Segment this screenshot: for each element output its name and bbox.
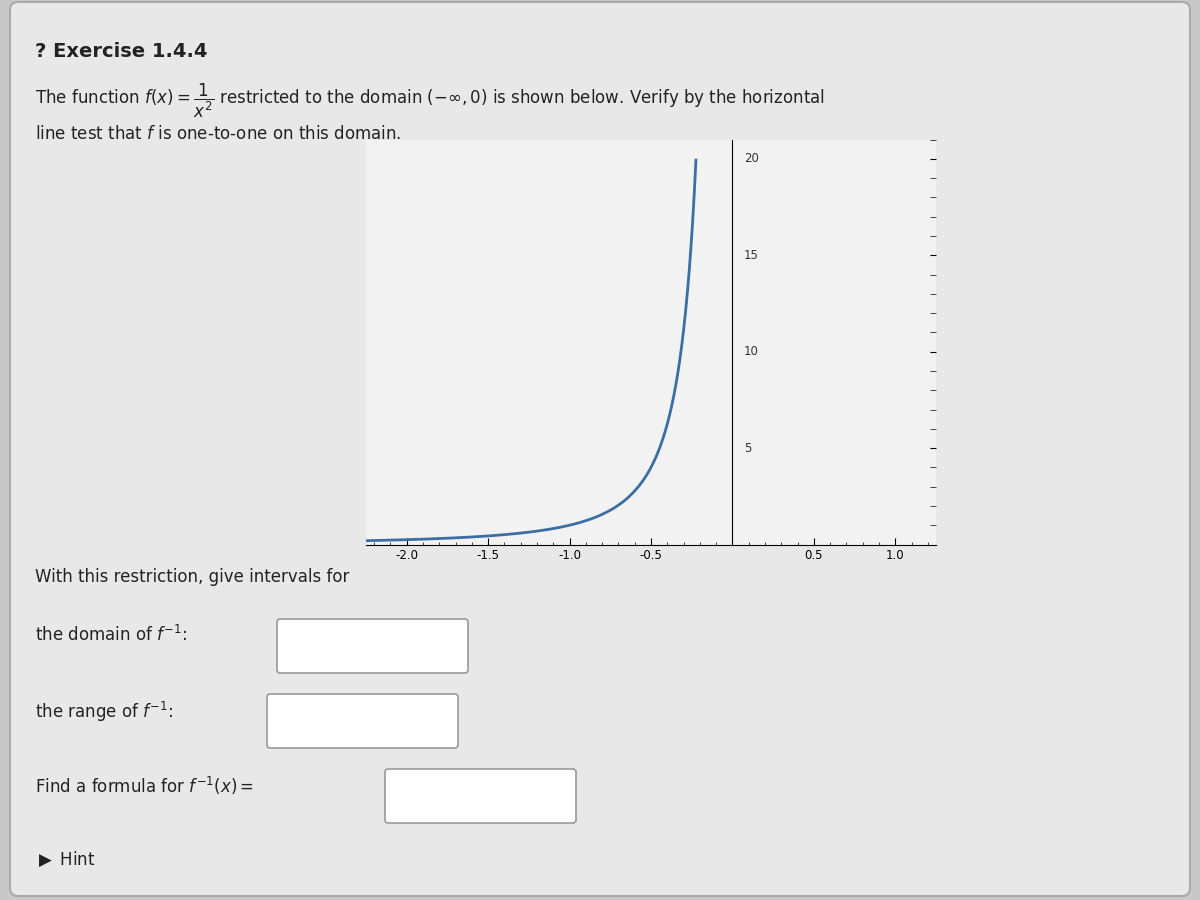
Text: ? Exercise 1.4.4: ? Exercise 1.4.4 bbox=[35, 42, 208, 61]
Text: $\blacktriangleright$ Hint: $\blacktriangleright$ Hint bbox=[35, 850, 95, 869]
FancyBboxPatch shape bbox=[277, 619, 468, 673]
Text: the domain of $f^{-1}$:: the domain of $f^{-1}$: bbox=[35, 625, 187, 645]
Text: The function $f(x) = \dfrac{1}{x^2}$ restricted to the domain $(-\infty, 0)$ is : The function $f(x) = \dfrac{1}{x^2}$ res… bbox=[35, 82, 824, 121]
Text: With this restriction, give intervals for: With this restriction, give intervals fo… bbox=[35, 568, 349, 586]
Text: 5: 5 bbox=[744, 442, 751, 454]
Text: 10: 10 bbox=[744, 345, 758, 358]
FancyBboxPatch shape bbox=[10, 2, 1190, 896]
Text: the range of $f^{-1}$:: the range of $f^{-1}$: bbox=[35, 700, 173, 725]
FancyBboxPatch shape bbox=[266, 694, 458, 748]
Text: 20: 20 bbox=[744, 152, 758, 166]
Text: 15: 15 bbox=[744, 248, 758, 262]
Text: line test that $f$ is one-to-one on this domain.: line test that $f$ is one-to-one on this… bbox=[35, 125, 402, 143]
FancyBboxPatch shape bbox=[385, 769, 576, 823]
Text: Find a formula for $f^{-1}(x) =$: Find a formula for $f^{-1}(x) =$ bbox=[35, 775, 254, 797]
